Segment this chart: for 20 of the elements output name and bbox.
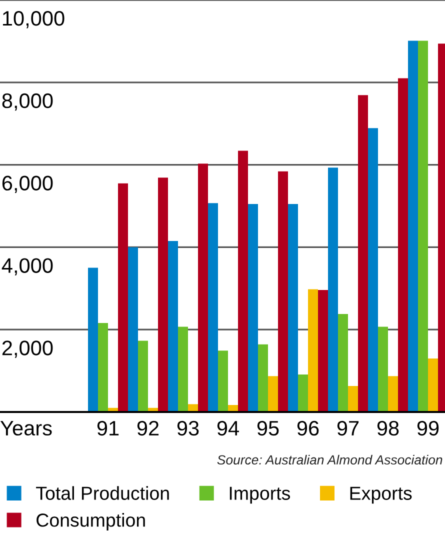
y-tick-label: 6,000 bbox=[2, 176, 53, 194]
y-tick-label: 2,000 bbox=[2, 340, 53, 358]
x-tick-label: 98 bbox=[377, 420, 399, 436]
x-tick-label: 94 bbox=[217, 420, 239, 436]
y-tick-label: 4,000 bbox=[2, 258, 53, 276]
x-tick-label: 91 bbox=[97, 420, 119, 436]
legend-label: Consumption bbox=[36, 513, 145, 530]
x-axis-title: Years bbox=[0, 421, 52, 436]
x-tick-label: 96 bbox=[297, 420, 319, 436]
legend-label: Imports bbox=[230, 486, 290, 504]
y-tick-label: 8,000 bbox=[2, 93, 53, 111]
x-tick-label: 92 bbox=[137, 420, 159, 436]
legend-label: Exports bbox=[350, 486, 412, 504]
source-note: Source: Australian Almond Association bbox=[217, 454, 442, 465]
x-tick-label: 95 bbox=[257, 420, 279, 436]
y-tick-label: 10,000 bbox=[2, 11, 64, 28]
legend-label: Total Production bbox=[36, 486, 169, 500]
x-tick-label: 93 bbox=[177, 420, 199, 436]
x-tick-label: 99 bbox=[417, 420, 439, 436]
x-tick-label: 97 bbox=[337, 420, 359, 436]
